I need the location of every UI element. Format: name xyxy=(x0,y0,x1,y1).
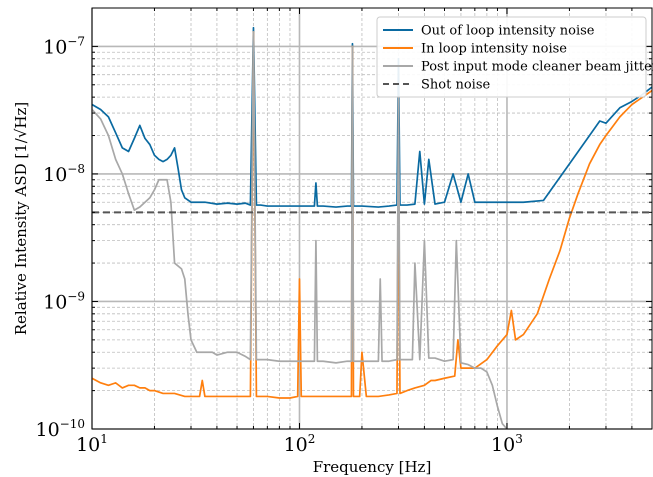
legend: Out of loop intensity noise In loop inten… xyxy=(376,16,653,98)
x-tick-label: 101 xyxy=(76,432,108,456)
legend-box xyxy=(376,16,647,98)
y-axis-label: Relative Intensity ASD [1/√Hz] xyxy=(12,102,30,336)
legend-label: In loop intensity noise xyxy=(421,42,567,57)
y-tick-label: 10−9 xyxy=(43,289,85,313)
axis-ticks: 101 102 103 10−10 10−9 10−8 10−7 xyxy=(35,7,653,456)
series-layer xyxy=(92,26,652,429)
y-tick-label: 10−7 xyxy=(43,34,85,58)
y-tick-label: 10−10 xyxy=(35,417,85,441)
x-axis-label: Frequency [Hz] xyxy=(313,458,432,476)
series-line-2 xyxy=(92,31,508,429)
plot-frame xyxy=(91,7,653,430)
x-tick-label: 103 xyxy=(491,432,523,456)
legend-label: Shot noise xyxy=(421,78,490,93)
legend-label: Post input mode cleaner beam jitter xyxy=(421,60,653,75)
x-tick-label: 102 xyxy=(284,432,316,456)
y-tick-label: 10−8 xyxy=(43,162,85,186)
legend-label: Out of loop intensity noise xyxy=(421,24,595,39)
series-line-0 xyxy=(92,26,652,208)
